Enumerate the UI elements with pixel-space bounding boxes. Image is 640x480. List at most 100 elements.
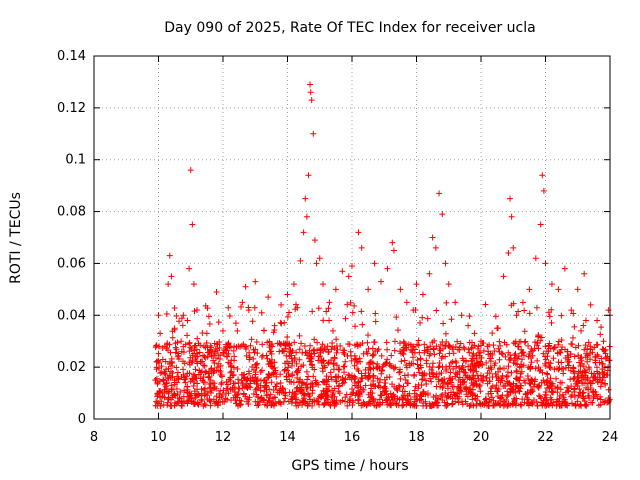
data-point xyxy=(582,342,589,349)
x-tick-label: 8 xyxy=(90,430,98,445)
data-point xyxy=(186,370,193,377)
data-point xyxy=(421,347,428,354)
data-point xyxy=(436,350,443,357)
data-point xyxy=(444,380,451,387)
data-point xyxy=(290,379,297,386)
data-point xyxy=(401,372,408,379)
data-point xyxy=(504,388,511,395)
data-point xyxy=(587,399,594,406)
data-point xyxy=(463,386,470,393)
data-point xyxy=(306,393,313,400)
data-point xyxy=(423,402,430,409)
data-point xyxy=(300,229,307,236)
data-point xyxy=(200,343,207,350)
data-point xyxy=(372,318,379,325)
data-point xyxy=(261,388,268,395)
data-point xyxy=(460,376,467,383)
data-point xyxy=(307,89,314,96)
data-point xyxy=(454,393,461,400)
data-point xyxy=(184,383,191,390)
data-point xyxy=(536,368,543,375)
data-point xyxy=(483,395,490,402)
data-point xyxy=(190,371,197,378)
data-point xyxy=(396,396,403,403)
data-point xyxy=(548,281,555,288)
data-point xyxy=(288,362,295,369)
data-point xyxy=(568,400,575,407)
data-point xyxy=(253,380,260,387)
data-point xyxy=(174,398,181,405)
data-point xyxy=(289,358,296,365)
data-point xyxy=(270,370,277,377)
data-point xyxy=(388,394,395,401)
data-point xyxy=(274,340,281,347)
data-point xyxy=(243,376,250,383)
data-point xyxy=(426,352,433,359)
data-point xyxy=(425,346,432,353)
data-point xyxy=(488,366,495,373)
data-point xyxy=(246,349,253,356)
data-point xyxy=(568,307,575,314)
data-point xyxy=(308,97,315,104)
data-point xyxy=(292,394,299,401)
data-point xyxy=(493,374,500,381)
data-point xyxy=(533,398,540,405)
data-point xyxy=(176,395,183,402)
data-point xyxy=(306,347,313,354)
data-point xyxy=(233,400,240,407)
data-point xyxy=(180,366,187,373)
data-point xyxy=(509,386,516,393)
data-point xyxy=(296,332,303,339)
data-point xyxy=(499,351,506,358)
data-point xyxy=(427,343,434,350)
data-point xyxy=(440,320,447,327)
data-point xyxy=(448,316,455,323)
data-point xyxy=(600,338,607,345)
data-point xyxy=(540,397,547,404)
data-point xyxy=(505,250,512,257)
data-point xyxy=(319,341,326,348)
data-point xyxy=(184,317,191,324)
data-point xyxy=(442,330,449,337)
data-point xyxy=(174,369,181,376)
data-point xyxy=(195,401,202,408)
data-point xyxy=(587,343,594,350)
data-point xyxy=(546,385,553,392)
data-point xyxy=(528,400,535,407)
data-point xyxy=(541,401,548,408)
data-point xyxy=(341,379,348,386)
data-point xyxy=(358,370,365,377)
data-point xyxy=(258,353,265,360)
data-point xyxy=(458,312,465,319)
data-point xyxy=(376,365,383,372)
data-point xyxy=(250,391,257,398)
data-point xyxy=(156,400,163,407)
data-point xyxy=(189,395,196,402)
data-point xyxy=(555,338,562,345)
data-point xyxy=(227,378,234,385)
data-point xyxy=(180,349,187,356)
data-point xyxy=(526,286,533,293)
data-point xyxy=(210,369,217,376)
data-point xyxy=(154,380,161,387)
data-point xyxy=(184,332,191,339)
data-point xyxy=(207,385,214,392)
data-point xyxy=(472,392,479,399)
data-point xyxy=(326,317,333,324)
data-point xyxy=(192,366,199,373)
data-point xyxy=(307,342,314,349)
data-point xyxy=(286,348,293,355)
data-point xyxy=(534,402,541,409)
data-point xyxy=(428,378,435,385)
data-point xyxy=(277,319,284,326)
data-point xyxy=(157,370,164,377)
data-point xyxy=(171,305,178,312)
data-point xyxy=(389,239,396,246)
data-point xyxy=(448,359,455,366)
data-point xyxy=(281,395,288,402)
data-point xyxy=(404,392,411,399)
data-point xyxy=(512,402,519,409)
data-point xyxy=(323,373,330,380)
data-point xyxy=(331,393,338,400)
data-point xyxy=(283,352,290,359)
